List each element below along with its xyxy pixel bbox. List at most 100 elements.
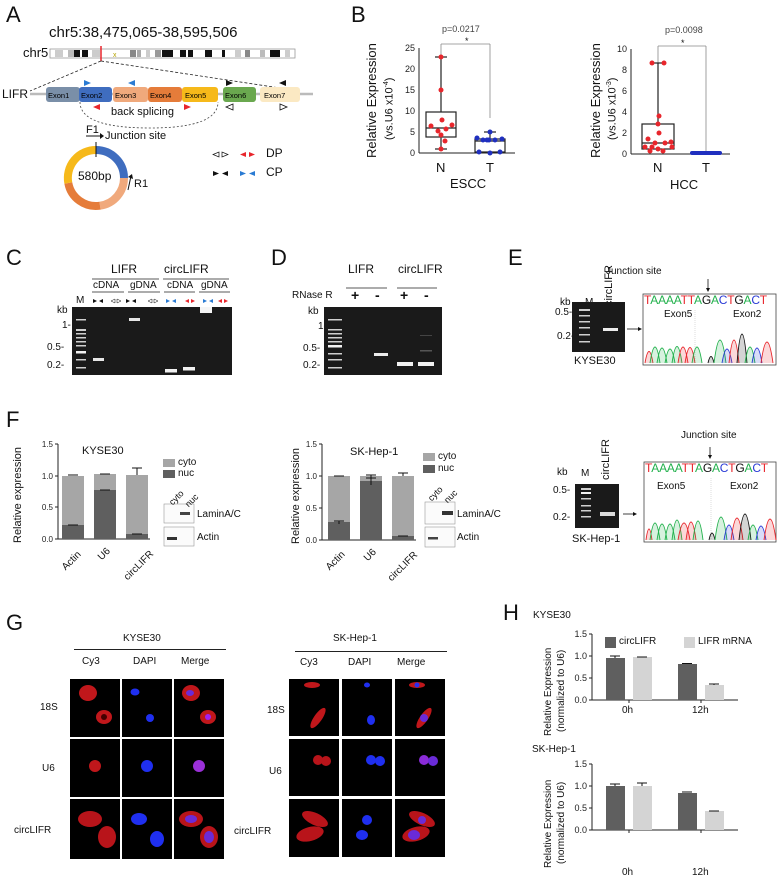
svg-text:1.5: 1.5 xyxy=(574,629,587,639)
gel-d-sign-3: + xyxy=(400,287,409,303)
svg-text:5: 5 xyxy=(410,127,415,137)
lifr-gene-diagram: x Exon1 Exon2 Exon3 Exon4 Exon5 Exon6 Ex… xyxy=(29,46,313,210)
g-kyse30-col-cy3: Cy3 xyxy=(82,656,100,667)
f-skhep1-stacked-bar: 0.0 0.5 1.0 1.5 xyxy=(306,440,456,548)
gel-d-group-circlifr: circLIFR xyxy=(398,262,443,276)
gel-c-kb-label: kb xyxy=(57,305,68,316)
base: A xyxy=(694,293,702,307)
g-skhep1-fish-grid xyxy=(288,678,448,858)
base: A xyxy=(651,461,660,475)
circle-size-label: 580bp xyxy=(78,169,112,183)
hcc-ylabel-units: (vs.U6 x10-3) xyxy=(606,77,619,140)
panel-g-letter: G xyxy=(6,610,24,635)
gel-d-sign-1: + xyxy=(351,287,360,303)
e-top-size-02: 0.2- xyxy=(557,331,575,342)
gel-c-sub-gdna-2: gDNA xyxy=(201,280,228,291)
h-kyse30-title: KYSE30 xyxy=(533,610,571,621)
f-kyse30-legend-nuc: nuc xyxy=(178,468,195,479)
gel-c-group-circlifr: circLIFR xyxy=(164,262,209,276)
base: C xyxy=(719,461,729,475)
base: A xyxy=(658,293,666,307)
svg-text:1.0: 1.0 xyxy=(42,472,54,481)
escc-xlabel: ESCC xyxy=(450,176,487,191)
svg-text:x: x xyxy=(113,52,117,59)
svg-text:25: 25 xyxy=(405,43,415,53)
legend-dp: DP xyxy=(266,146,283,160)
escc-significance: * xyxy=(465,36,469,46)
hcc-boxplot: 0 2 4 6 8 10 xyxy=(617,44,730,159)
gel-c-sub-gdna-1: gDNA xyxy=(130,280,157,291)
gene-label: LIFR xyxy=(2,87,29,101)
e-bottom-size-02: 0.2- xyxy=(553,512,571,523)
svg-text:0.0: 0.0 xyxy=(42,535,54,544)
h-kyse30-ylabel2: (normalized to U6) xyxy=(556,649,567,732)
e-top-size-05: 0.5- xyxy=(555,307,573,318)
h-skhep1-cat-0h: 0h xyxy=(622,867,634,878)
primer-r1-label: R1 xyxy=(134,178,149,190)
svg-text:0.5: 0.5 xyxy=(42,503,54,512)
base: T xyxy=(759,293,767,307)
gel-c-sub-cdna-1: cDNA xyxy=(93,280,120,291)
svg-text:0: 0 xyxy=(622,149,627,159)
chromosome-label: chr5 xyxy=(23,45,49,60)
svg-text:Exon4: Exon4 xyxy=(150,91,171,100)
svg-text:0.0: 0.0 xyxy=(574,695,587,705)
escc-ylabel: Relative Expression xyxy=(364,43,379,158)
base: A xyxy=(674,461,682,475)
gel-c xyxy=(72,278,232,375)
svg-text:15: 15 xyxy=(405,85,415,95)
gel-d-size-05: 0.5- xyxy=(303,343,321,354)
panel-a-letter: A xyxy=(6,2,21,27)
e-top-gel-and-chromatogram xyxy=(572,279,777,366)
base: A xyxy=(665,293,674,307)
h-skhep1-chart: 0.0 0.5 1.0 1.5 xyxy=(574,759,738,835)
base: T xyxy=(680,293,688,307)
hcc-cat-n: N xyxy=(653,160,663,175)
base: A xyxy=(666,461,675,475)
base: G xyxy=(735,461,745,475)
hcc-significance: * xyxy=(681,38,685,48)
gel-c-size-1: 1- xyxy=(62,320,71,331)
f-kyse30-blot-actin: Actin xyxy=(197,532,220,543)
f-kyse30-blot-lamin: LaminA/C xyxy=(197,509,241,520)
svg-text:0.5: 0.5 xyxy=(574,673,587,683)
e-top-cell-label: KYSE30 xyxy=(574,355,616,367)
svg-text:Exon2: Exon2 xyxy=(81,91,102,100)
junction-site-label: Junction site xyxy=(105,130,167,142)
h-kyse30-cat-0h: 0h xyxy=(622,705,634,716)
svg-text:4: 4 xyxy=(622,107,627,117)
base: T xyxy=(681,461,689,475)
f-skhep1-blot-lamin: LaminA/C xyxy=(457,509,501,520)
svg-text:1.0: 1.0 xyxy=(306,472,318,481)
svg-text:Exon1: Exon1 xyxy=(48,91,69,100)
svg-text:1.5: 1.5 xyxy=(42,440,54,449)
hcc-cat-t: T xyxy=(702,160,710,175)
e-top-junction-label: Junction site xyxy=(606,266,662,277)
g-kyse30-row-18s: 18S xyxy=(40,702,58,713)
base: T xyxy=(727,293,735,307)
base: G xyxy=(701,293,711,307)
g-kyse30-row-u6: U6 xyxy=(42,763,55,774)
g-kyse30-title: KYSE30 xyxy=(123,633,161,644)
gel-d-sign-2: - xyxy=(375,287,380,303)
svg-text:1.0: 1.0 xyxy=(574,651,587,661)
svg-text:Exon7: Exon7 xyxy=(264,91,285,100)
h-skhep1-cat-12h: 12h xyxy=(692,867,709,878)
panel-f-letter: F xyxy=(6,407,20,432)
h-skhep1-ylabel: Relative Expression xyxy=(543,779,554,868)
gel-d-rnase-label: RNase R xyxy=(292,290,333,301)
gel-d-size-02: 0.2- xyxy=(303,360,321,371)
gel-d-kb-label: kb xyxy=(308,306,319,317)
f-skhep1-legend-nuc: nuc xyxy=(438,463,455,474)
e-top-sequence: TAAAATTAGACTGACT xyxy=(644,293,767,307)
g-skhep1-title: SK-Hep-1 xyxy=(333,633,377,644)
g-kyse30-fish-grid xyxy=(69,679,227,859)
e-bottom-cell-label: SK-Hep-1 xyxy=(572,533,621,545)
f-skhep1-blot-actin: Actin xyxy=(457,532,480,543)
e-top-exon2: Exon2 xyxy=(733,309,762,320)
svg-text:1.5: 1.5 xyxy=(574,759,587,769)
f-skhep1-title: SK-Hep-1 xyxy=(350,446,399,458)
base: C xyxy=(718,293,728,307)
g-kyse30-col-dapi: DAPI xyxy=(133,656,157,667)
svg-text:2: 2 xyxy=(622,128,627,138)
